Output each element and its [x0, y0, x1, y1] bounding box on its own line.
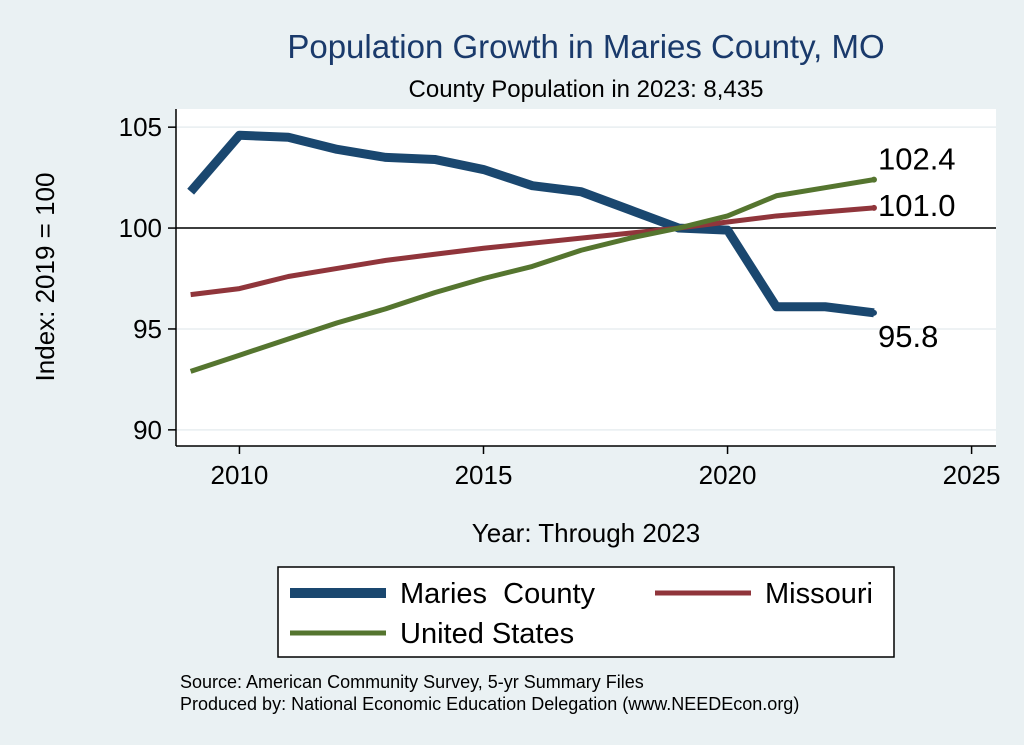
x-tick-label: 2020 [699, 460, 757, 490]
source-line-1: Source: American Community Survey, 5-yr … [180, 672, 644, 692]
series-endpoint [870, 176, 877, 183]
y-tick-label: 105 [119, 112, 162, 142]
end-label-united-states: 102.4 [878, 142, 956, 177]
y-tick-label: 90 [133, 415, 162, 445]
x-tick-label: 2025 [943, 460, 1001, 490]
x-axis-title: Year: Through 2023 [472, 518, 700, 548]
y-tick-label: 95 [133, 314, 162, 344]
plot-area [176, 109, 996, 446]
x-tick-label: 2010 [211, 460, 269, 490]
end-label-missouri: 101.0 [878, 188, 956, 223]
series-line-united-states [189, 177, 875, 374]
end-label-maries-county: 95.8 [878, 319, 938, 354]
legend-label-united-states: United States [400, 618, 574, 650]
y-tick-label: 100 [119, 213, 162, 243]
series-endpoint [870, 204, 877, 211]
legend-label-maries-county: Maries County [400, 578, 596, 610]
legend-box [277, 566, 895, 658]
series-line-missouri [190, 205, 875, 298]
x-tick-label: 2015 [455, 460, 513, 490]
chart-subtitle: County Population in 2023: 8,435 [409, 76, 764, 103]
y-axis-title: Index: 2019 = 100 [30, 173, 60, 382]
series-endpoint [870, 309, 877, 316]
source-line-2: Produced by: National Economic Education… [180, 694, 799, 714]
legend-label-missouri: Missouri [765, 578, 873, 610]
series-line-maries-county [187, 130, 875, 318]
chart-title: Population Growth in Maries County, MO [287, 28, 884, 65]
